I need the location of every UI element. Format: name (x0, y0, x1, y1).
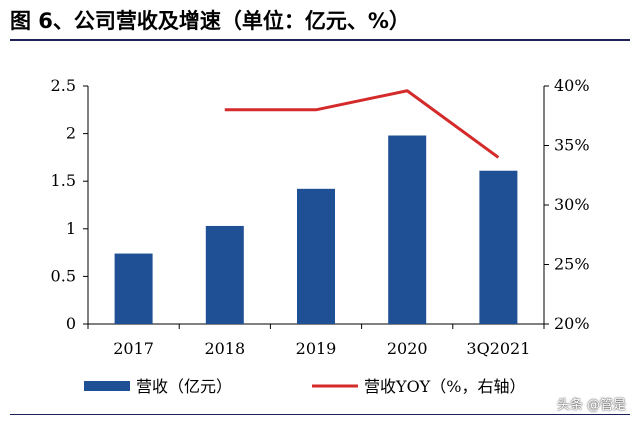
left-tick-label: 1 (66, 219, 76, 238)
right-tick-label: 40% (554, 76, 590, 95)
legend-label-revenue: 营收（亿元） (136, 377, 232, 396)
left-tick-label: 0.5 (51, 266, 76, 285)
revenue-bar (388, 135, 427, 324)
left-tick-label: 1.5 (51, 171, 76, 190)
revenue-bar (205, 225, 244, 324)
right-tick-label: 20% (554, 314, 590, 333)
revenue-bar (479, 170, 518, 324)
x-tick-label: 3Q2021 (466, 339, 530, 358)
chart-title: 图 6、公司营收及增速（单位：亿元、%） (10, 9, 410, 33)
x-tick-label: 2018 (204, 339, 245, 358)
right-tick-label: 30% (554, 195, 590, 214)
right-tick-label: 35% (554, 136, 590, 155)
legend-label-yoy: 营收YOY（%，右轴） (364, 377, 525, 396)
x-tick-label: 2019 (296, 339, 337, 358)
title-divider (10, 39, 630, 41)
watermark: 头条 @管是 (556, 398, 626, 413)
revenue-bar (297, 188, 335, 324)
x-tick-label: 2020 (387, 339, 428, 358)
x-tick-label: 2017 (113, 339, 154, 358)
left-tick-label: 2 (66, 124, 76, 143)
left-tick-label: 2.5 (51, 76, 76, 95)
bottom-divider (10, 414, 630, 415)
yoy-line (224, 89, 500, 159)
left-tick-label: 0 (66, 314, 76, 333)
revenue-bar (114, 253, 153, 324)
right-tick-label: 25% (554, 255, 590, 274)
legend-swatch-revenue (84, 381, 130, 391)
